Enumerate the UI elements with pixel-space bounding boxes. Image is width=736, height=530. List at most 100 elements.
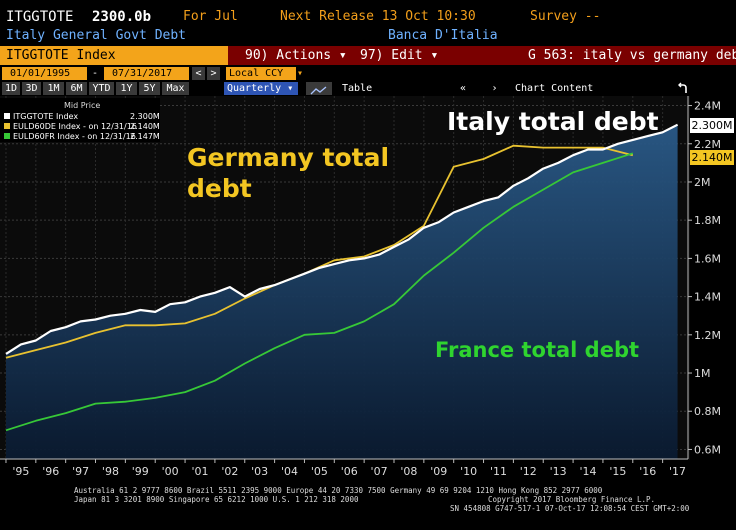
frequency-select[interactable]: Quarterly ▾ (224, 82, 298, 95)
survey: Survey -- (530, 9, 601, 24)
debt-chart: 0.6M 0.8M 1M 1.2M 1.4M 1.6M 1.8M 2M 2.2M 2.4M '95… (0, 96, 721, 478)
range-separator: - (92, 68, 99, 79)
footer-serial: SN 454808 G747-517-1 07-Oct-17 12:08:54 … (450, 504, 690, 513)
y-tick-label: 1.8M (694, 214, 721, 227)
period-button-max[interactable]: Max (162, 82, 189, 95)
period-button-5y[interactable]: 5Y (139, 82, 160, 95)
prev-arrow-icon[interactable]: < (192, 67, 205, 80)
x-tick-label: '98 (102, 465, 119, 478)
y-tick-label: 2.4M (694, 100, 721, 113)
legend-label: EULD60DE Index - on 12/31/16 (13, 122, 137, 131)
x-tick-label: '11 (490, 465, 507, 478)
table-button[interactable]: Table (342, 83, 373, 94)
italy-annotation: Italy total debt (447, 107, 659, 136)
x-tick-label: '12 (520, 465, 537, 478)
series-lines (5, 123, 679, 432)
undo-icon[interactable] (676, 81, 690, 95)
x-tick-label: '04 (281, 465, 298, 478)
y-tick-label: 0.6M (694, 443, 721, 456)
currency-dropdown-icon[interactable]: ▾ (297, 68, 304, 79)
period-button-1d[interactable]: 1D (2, 82, 20, 95)
period-button-3d[interactable]: 3D (22, 82, 41, 95)
x-tick-label: '17 (669, 465, 686, 478)
x-tick-label: '97 (72, 465, 89, 478)
ticker: ITGGTOTE (6, 9, 74, 25)
germany-annotation-line2: debt (187, 174, 252, 203)
x-tick-label: '08 (400, 465, 417, 478)
y-tick-label: 1.4M (694, 291, 721, 304)
legend-item-italy: ITGGTOTE Index 2.300M (4, 112, 160, 121)
legend-value: 2.147M (130, 132, 160, 141)
x-tick-label: '06 (341, 465, 358, 478)
y-tick-label: 2M (694, 176, 711, 189)
y-tick-label: 1.6M (694, 252, 721, 265)
x-tick-label: '02 (221, 465, 238, 478)
x-tick-label: '15 (609, 465, 626, 478)
next-arrow-icon[interactable]: > (207, 67, 220, 80)
series-line-itggtote (5, 123, 679, 355)
x-axis: '95 '96 '97 '98 '99 '00 '01 '02 '03 '04 '05 '06 '07 '… (0, 458, 688, 478)
x-tick-label: '00 (162, 465, 179, 478)
period-label: For Jul (183, 9, 238, 24)
end-date-input[interactable]: 07/31/2017 (104, 67, 189, 80)
y-tick-label: 0.8M (694, 405, 721, 418)
date-range-bar: 01/01/1995 - 07/31/2017 < > Local CCY ▾ (0, 66, 736, 81)
germany-axis-badge: 2.140M (690, 150, 734, 165)
y-tick-label: 1.2M (694, 329, 721, 342)
period-button-ytd[interactable]: YTD (89, 82, 114, 95)
x-tick-label: '13 (550, 465, 567, 478)
period-button-6m[interactable]: 6M (66, 82, 87, 95)
legend-swatch (4, 113, 10, 119)
germany-annotation-line1: Germany total (187, 143, 390, 172)
legend: Mid Price ITGGTOTE Index 2.300M EULD60DE… (0, 98, 160, 142)
x-tick-label: '96 (42, 465, 59, 478)
chart-content-button[interactable]: Chart Content (515, 83, 594, 94)
x-tick-label: '07 (371, 465, 388, 478)
legend-value: 2.140M (130, 122, 160, 131)
italy-fill (5, 124, 678, 459)
period-button-1y[interactable]: 1Y (116, 82, 137, 95)
y-tick-label: 2.2M (694, 138, 721, 151)
x-tick-label: '10 (460, 465, 477, 478)
series-line-euld60fr (5, 152, 634, 432)
description-row: Italy General Govt Debt Banca D'Italia (0, 28, 736, 44)
security-header: ITGGTOTE 2300.0b For Jul Next Release 13… (0, 0, 736, 28)
next-release: Next Release 13 Oct 10:30 (280, 9, 476, 24)
italy-axis-badge: 2.300M (690, 118, 734, 133)
legend-label: EULD60FR Index - on 12/31/16 (13, 132, 136, 141)
y-axis: 0.6M 0.8M 1M 1.2M 1.4M 1.6M 1.8M 2M 2.2M 2.4M (687, 96, 721, 459)
collapse-icon[interactable]: « (459, 83, 467, 94)
line-chart-icon[interactable] (306, 82, 332, 95)
footer-contacts-2: Japan 81 3 3201 8900 Singapore 65 6212 1… (74, 495, 359, 504)
x-tick-label: '05 (311, 465, 328, 478)
footer-contacts: Australia 61 2 9777 8600 Brazil 5511 239… (74, 486, 603, 495)
x-tick-label: '03 (251, 465, 268, 478)
legend-item-germany: EULD60DE Index - on 12/31/16 2.140M (4, 122, 160, 131)
footer-copyright: Copyright 2017 Bloomberg Finance L.P. (488, 495, 656, 504)
currency-select[interactable]: Local CCY (226, 67, 296, 80)
legend-swatch (4, 133, 10, 139)
france-annotation: France total debt (435, 338, 640, 362)
start-date-input[interactable]: 01/01/1995 (2, 67, 87, 80)
footer: Australia 61 2 9777 8600 Brazil 5511 239… (0, 484, 736, 530)
source: Banca D'Italia (388, 28, 498, 43)
legend-title: Mid Price (64, 101, 101, 110)
x-tick-label: '09 (430, 465, 447, 478)
x-tick-label: '95 (12, 465, 29, 478)
edit-button[interactable]: 97) Edit ▾ (360, 48, 439, 63)
period-button-1m[interactable]: 1M (43, 82, 64, 95)
actions-button[interactable]: 90) Actions ▾ (245, 48, 347, 63)
x-tick-label: '01 (191, 465, 208, 478)
index-tab[interactable]: ITGGTOTE Index (0, 46, 228, 65)
chart-content-arrow-icon[interactable]: › (491, 83, 498, 94)
x-tick-label: '14 (579, 465, 596, 478)
period-bar: 1D 3D 1M 6M YTD 1Y 5Y Max Quarterly ▾ Table « ›… (0, 81, 736, 96)
legend-item-france: EULD60FR Index - on 12/31/16 2.147M (4, 132, 160, 141)
x-tick-label: '99 (132, 465, 149, 478)
legend-swatch (4, 123, 10, 129)
legend-value: 2.300M (130, 112, 160, 121)
description: Italy General Govt Debt (6, 28, 187, 43)
italy-area (5, 124, 678, 459)
last-value: 2300.0b (92, 9, 152, 25)
legend-label: ITGGTOTE Index (13, 112, 79, 121)
